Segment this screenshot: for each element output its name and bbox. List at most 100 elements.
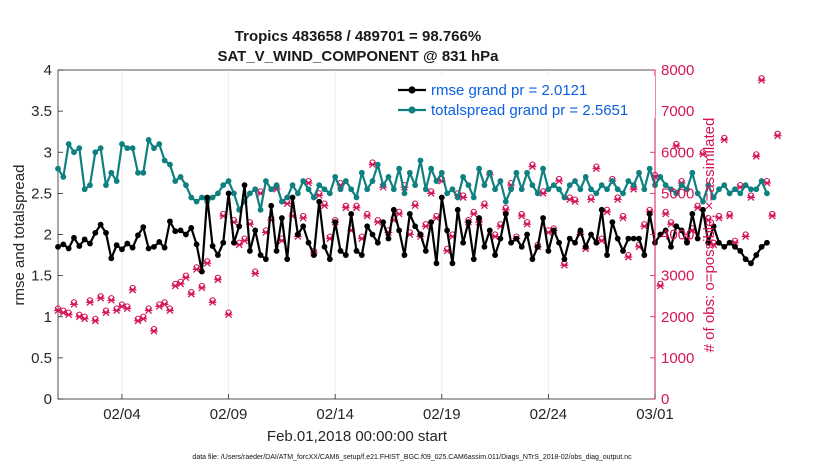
rmse-point bbox=[348, 211, 355, 217]
rmse-point bbox=[508, 239, 514, 246]
rmse-point bbox=[310, 252, 317, 258]
totalspread-point bbox=[129, 145, 136, 152]
totalspread-point bbox=[332, 174, 339, 180]
rmse-point bbox=[236, 223, 243, 230]
obs-assimilated-marker bbox=[235, 241, 244, 249]
totalspread-point bbox=[428, 165, 435, 172]
rmse-point bbox=[721, 243, 728, 250]
x-tick-label: 02/04 bbox=[103, 406, 141, 423]
totalspread-point bbox=[556, 186, 562, 193]
rmse-point bbox=[380, 219, 387, 226]
chart-title: Tropics 483658 / 489701 = 98.766% bbox=[235, 28, 481, 45]
totalspread-point bbox=[620, 190, 626, 197]
obs-assimilated-marker bbox=[587, 196, 595, 204]
totalspread-point bbox=[246, 190, 253, 197]
obs-assimilated-marker bbox=[411, 202, 420, 210]
obs-assimilated-marker bbox=[176, 280, 185, 288]
obs-assimilated-marker bbox=[198, 284, 206, 292]
obs-assimilated-marker bbox=[70, 300, 78, 308]
totalspread-point bbox=[364, 186, 371, 193]
rmse-point bbox=[140, 224, 147, 230]
obs-assimilated-marker bbox=[160, 300, 169, 308]
obs-assimilated-marker bbox=[640, 222, 649, 230]
y-right-tick-label: 7000 bbox=[661, 103, 694, 120]
totalspread-point bbox=[76, 145, 83, 152]
totalspread-point bbox=[119, 141, 125, 147]
totalspread-point bbox=[534, 190, 541, 197]
rmse-point bbox=[204, 194, 211, 201]
rmse-point bbox=[550, 227, 557, 234]
rmse-point bbox=[630, 235, 637, 242]
rmse-point bbox=[492, 252, 498, 258]
rmse-point bbox=[561, 256, 568, 263]
obs-assimilated-marker bbox=[699, 150, 707, 158]
totalspread-point bbox=[193, 198, 200, 205]
obs-assimilated-marker bbox=[214, 276, 222, 284]
chart-subtitle: SAT_V_WIND_COMPONENT @ 831 hPa bbox=[217, 48, 499, 65]
y-tick-label: 2.5 bbox=[31, 185, 52, 202]
totalspread-point bbox=[673, 190, 680, 197]
rmse-point bbox=[748, 260, 754, 267]
totalspread-point bbox=[662, 182, 669, 189]
totalspread-point bbox=[135, 169, 141, 176]
totalspread-point bbox=[199, 194, 205, 201]
rmse-point bbox=[390, 206, 397, 213]
rmse-point bbox=[454, 206, 461, 213]
rmse-point bbox=[284, 256, 291, 263]
totalspread-point bbox=[758, 178, 765, 184]
rmse-point bbox=[268, 202, 275, 209]
totalspread-point bbox=[604, 186, 610, 193]
rmse-point bbox=[87, 240, 93, 247]
rmse-point bbox=[758, 243, 765, 250]
rmse-point bbox=[289, 194, 296, 201]
rmse-point bbox=[145, 245, 152, 252]
totalspread-point bbox=[625, 178, 632, 184]
rmse-point bbox=[135, 232, 141, 239]
y-tick-label: 1 bbox=[44, 309, 52, 326]
rmse-point bbox=[433, 260, 440, 267]
rmse-point bbox=[582, 243, 589, 250]
totalspread-point bbox=[588, 186, 594, 193]
totalspread-point bbox=[252, 186, 259, 193]
obs-assimilated-marker bbox=[182, 274, 190, 282]
y-tick-label: 2 bbox=[44, 227, 52, 244]
obs-assimilated-marker bbox=[240, 237, 249, 245]
rmse-point bbox=[556, 239, 562, 246]
rmse-point bbox=[193, 241, 200, 248]
legend-rmse-label: rmse grand pr = 2.0121 bbox=[431, 82, 587, 99]
x-axis-label: Feb.01,2018 00:00:00 start bbox=[267, 428, 448, 445]
obs-assimilated-marker bbox=[619, 214, 627, 222]
totalspread-point bbox=[257, 206, 264, 213]
y-tick-label: 1.5 bbox=[31, 268, 52, 285]
totalspread-point bbox=[342, 178, 349, 184]
totalspread-point bbox=[508, 186, 514, 193]
obs-assimilated-marker bbox=[91, 317, 100, 325]
totalspread-point bbox=[65, 141, 72, 147]
obs-assimilated-marker bbox=[208, 298, 217, 306]
rmse-point bbox=[183, 231, 189, 238]
rmse-point bbox=[113, 242, 120, 249]
obs-assimilated-marker bbox=[283, 200, 292, 208]
totalspread-point bbox=[390, 186, 397, 193]
totalspread-point bbox=[566, 182, 573, 189]
totalspread-point bbox=[646, 165, 653, 172]
totalspread-point bbox=[689, 169, 696, 176]
rmse-point bbox=[524, 231, 530, 238]
rmse-point bbox=[342, 252, 349, 258]
rmse-point bbox=[71, 234, 77, 241]
totalspread-point bbox=[209, 194, 216, 201]
y-tick-label: 0.5 bbox=[31, 350, 52, 367]
obs-assimilated-marker bbox=[102, 309, 110, 317]
rmse-point bbox=[326, 256, 333, 263]
rmse-point bbox=[262, 256, 269, 263]
totalspread-point bbox=[55, 165, 61, 172]
totalspread-point bbox=[561, 194, 568, 201]
rmse-point bbox=[598, 206, 605, 213]
totalspread-point bbox=[60, 174, 67, 180]
totalspread-point bbox=[737, 190, 744, 197]
x-tick-label: 02/24 bbox=[530, 406, 568, 423]
totalspread-point bbox=[262, 178, 269, 184]
rmse-point bbox=[460, 239, 467, 246]
rmse-point bbox=[231, 239, 237, 246]
